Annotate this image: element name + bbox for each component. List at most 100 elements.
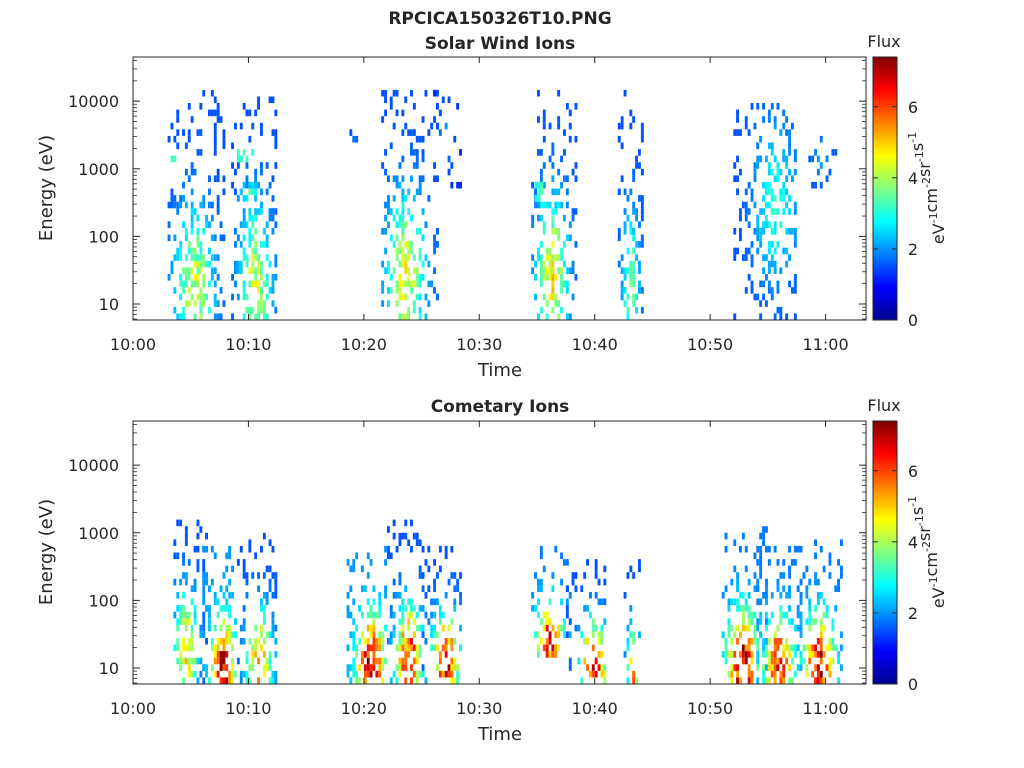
spectrogram-cell (248, 241, 252, 248)
figure-title: RPCICA150326T10.PNG (388, 9, 611, 29)
x-tick-label: 10:00 (110, 335, 156, 354)
spectrogram-cell (179, 195, 183, 202)
spectrogram-cell (407, 129, 411, 136)
spectrogram-cell (395, 89, 399, 97)
spectrogram-cell (808, 657, 812, 665)
spectrogram-cell (199, 624, 203, 632)
spectrogram-cell (248, 539, 252, 546)
spectrogram-cell (736, 670, 739, 678)
spectrogram-cell (747, 624, 751, 632)
spectrogram-cell (565, 598, 569, 606)
spectrogram-cell (412, 103, 416, 110)
spectrogram-cell (819, 592, 823, 599)
spectrogram-cell (436, 293, 439, 301)
spectrogram-cell (234, 260, 237, 268)
spectrogram-cell (733, 651, 737, 658)
colorbar-tick-label: 4 (908, 169, 918, 188)
spectrogram-cell (271, 96, 275, 104)
spectrogram-cell (424, 221, 428, 228)
spectrogram-cell (262, 664, 266, 671)
spectrogram-cell (196, 677, 200, 684)
spectrogram-cell (626, 195, 630, 202)
spectrogram-cell (632, 631, 636, 638)
spectrogram-cell (759, 135, 763, 143)
spectrogram-cell (210, 274, 214, 281)
spectrogram-cell (260, 293, 263, 301)
spectrogram-cell (629, 618, 633, 625)
spectrogram-cell (773, 664, 777, 671)
spectrogram-cell (418, 280, 422, 288)
spectrogram-cell (773, 670, 777, 678)
spectrogram-cell (542, 109, 546, 117)
spectrogram-cell (257, 287, 260, 294)
spectrogram-cell (182, 605, 185, 612)
spectrogram-cell (274, 135, 278, 143)
spectrogram-cell (583, 657, 587, 665)
spectrogram-cell (739, 677, 742, 684)
spectrogram-cell (228, 552, 232, 560)
spectrogram-cell (430, 611, 434, 619)
spectrogram-cell (814, 677, 817, 684)
spectrogram-cell (444, 644, 448, 652)
spectrogram-cell (632, 247, 636, 255)
spectrogram-cell (727, 605, 731, 612)
spectrogram-cell (167, 234, 171, 242)
spectrogram-cell (785, 638, 789, 645)
spectrogram-cell (733, 254, 737, 261)
spectrogram-cell (779, 611, 783, 619)
spectrogram-cell (773, 195, 777, 202)
spectrogram-cell (808, 644, 812, 652)
spectrogram-cell (213, 651, 217, 658)
spectrogram-cell (182, 181, 185, 189)
spectrogram-cell (741, 618, 745, 625)
spectrogram-cell (591, 670, 595, 678)
spectrogram-cell (773, 657, 777, 665)
spectrogram-cell (557, 116, 561, 123)
spectrogram-cell (372, 644, 376, 652)
spectrogram-cell (274, 572, 278, 579)
spectrogram-cell (219, 234, 223, 242)
spectrogram-cell (557, 267, 561, 274)
spectrogram-cell (242, 280, 246, 288)
spectrogram-cell (372, 664, 376, 671)
spectrogram-cell (245, 306, 249, 314)
spectrogram-cell (254, 267, 258, 274)
spectrogram-cell (736, 638, 739, 645)
spectrogram-cell (433, 598, 436, 606)
spectrogram-cell (459, 149, 462, 156)
spectrogram-cell (213, 300, 217, 307)
spectrogram-cell (583, 638, 587, 645)
spectrogram-cell (202, 293, 206, 301)
spectrogram-cell (427, 280, 431, 288)
spectrogram-cell (222, 664, 226, 671)
spectrogram-cell (811, 181, 815, 189)
spectrogram-cell (551, 293, 555, 301)
spectrogram-cell (560, 254, 563, 261)
spectrogram-cell (565, 188, 569, 196)
spectrogram-cell (361, 657, 364, 665)
spectrogram-cell (228, 631, 232, 638)
spectrogram-cell (638, 260, 641, 268)
spectrogram-cell (542, 221, 546, 228)
spectrogram-cell (381, 638, 385, 645)
spectrogram-cell (539, 618, 543, 625)
spectrogram-cell (436, 598, 439, 606)
spectrogram-cell (765, 545, 768, 553)
spectrogram-cell (216, 670, 220, 678)
spectrogram-cell (785, 201, 789, 209)
spectrogram-cell (805, 618, 809, 625)
spectrogram-cell (418, 228, 422, 235)
spectrogram-cell (369, 605, 373, 612)
spectrogram-cell (767, 545, 771, 553)
spectrogram-cell (260, 545, 263, 553)
spectrogram-cell (568, 664, 572, 671)
spectrogram-cell (415, 155, 419, 163)
spectrogram-cell (620, 287, 624, 294)
spectrogram-cell (629, 221, 633, 228)
spectrogram-cell (381, 657, 385, 665)
spectrogram-cell (808, 598, 812, 606)
spectrogram-cell (418, 624, 422, 632)
spectrogram-cell (271, 287, 275, 294)
spectrogram-cell (274, 274, 278, 281)
spectrogram-cell (412, 657, 416, 665)
